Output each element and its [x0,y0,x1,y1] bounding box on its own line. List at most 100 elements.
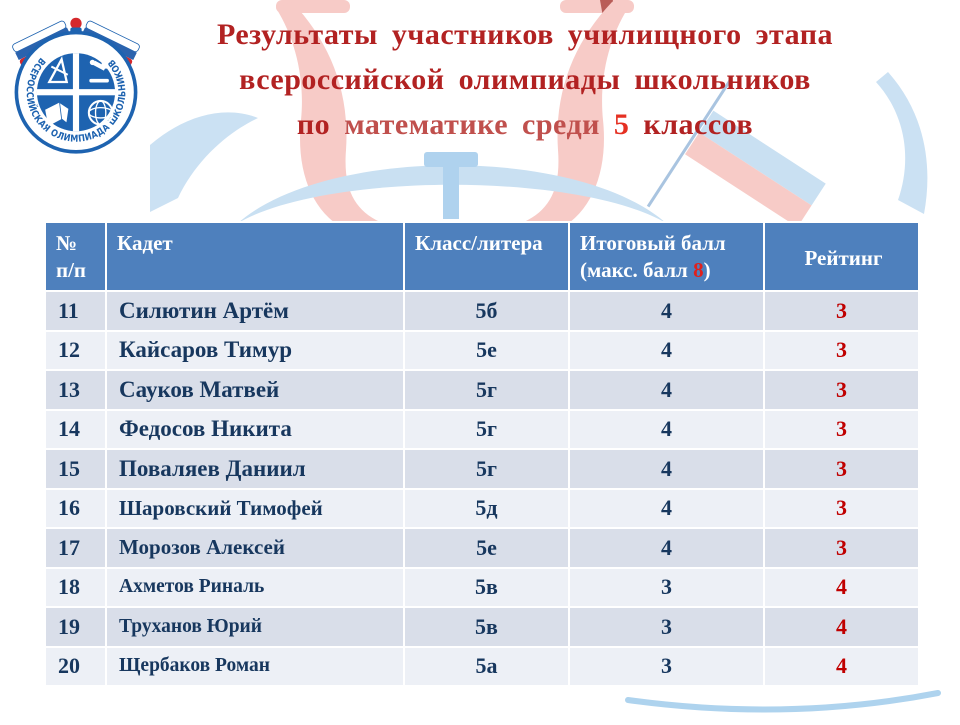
book-icon [45,101,70,127]
cell-class: 5г [403,369,570,411]
watermark-curl-left [150,112,258,212]
cell-class: 5в [403,566,570,608]
cell-name: Щербаков Роман [105,645,405,687]
watermark-curl-right [876,72,928,214]
cell-rating: 3 [763,290,920,332]
header-row: № п/п Кадет Класс/литера Итоговый балл (… [44,221,920,292]
title-line-2: всероссийской олимпиады школьников [239,63,811,96]
watermark-t-shape [424,152,478,219]
table-row: 18 Ахметов Риналь 5в 3 4 [44,566,920,608]
cell-num: 11 [44,290,107,332]
cell-rating: 3 [763,369,920,411]
table-row: 17 Морозов Алексей 5е 4 3 [44,527,920,569]
cell-score: 4 [568,369,765,411]
title-line3-prefix: по [296,108,345,141]
microscope-icon [89,53,109,83]
slide-title: Результаты участников училищного этапа в… [130,12,920,147]
watermark-flag [646,79,840,228]
cell-score: 3 [568,606,765,648]
cell-rating: 3 [763,448,920,490]
cell-rating: 4 [763,645,920,687]
results-table: № п/п Кадет Класс/литера Итоговый балл (… [44,221,920,687]
header-cell-class: Класс/литера [403,221,570,292]
header-cell-rating: Рейтинг [763,221,920,292]
subject-highlight: математике среди [344,108,614,141]
cell-class: 5б [403,290,570,332]
title-line-1: Результаты участников училищного этапа [216,18,834,51]
cell-name: Сауков Матвей [105,369,405,411]
cell-score: 4 [568,290,765,332]
watermark-bell [238,165,666,223]
watermark-ribbon-left [276,2,380,229]
header-score-line1: Итоговый балл [580,231,726,255]
cell-num: 14 [44,408,107,450]
cell-name: Силютин Артём [105,290,405,332]
cell-name: Труханов Юрий [105,606,405,648]
header-score-max-prefix: (макс. балл [580,258,694,282]
max-score-value: 8 [693,258,704,282]
results-table-wrap: № п/п Кадет Класс/литера Итоговый балл (… [44,221,920,687]
cell-score: 4 [568,527,765,569]
table-row: 15 Поваляев Даниил 5г 4 3 [44,448,920,490]
cell-rating: 3 [763,408,920,450]
table-row: 14 Федосов Никита 5г 4 3 [44,408,920,450]
compass-icon [47,56,69,84]
cell-rating: 3 [763,527,920,569]
logo-cross-horizontal [36,89,116,96]
table-row: 12 Кайсаров Тимур 5е 4 3 [44,329,920,371]
cell-class: 5а [403,645,570,687]
table-row: 11 Силютин Артём 5б 4 3 [44,290,920,332]
cell-num: 16 [44,487,107,529]
header-cell-cadet: Кадет [105,221,405,292]
title-line-3: по математике среди 5 классов [130,102,920,147]
cell-score: 3 [568,645,765,687]
cell-name: Федосов Никита [105,408,405,450]
bottom-arc [625,690,941,713]
cell-class: 5д [403,487,570,529]
cell-rating: 4 [763,566,920,608]
cell-class: 5е [403,329,570,371]
cell-name: Морозов Алексей [105,527,405,569]
title-line3-suffix: классов [629,108,754,141]
grade-number: 5 [613,108,630,141]
watermark-ribbon-right [524,2,628,229]
cell-class: 5г [403,408,570,450]
globe-icon [87,99,114,126]
cell-class: 5е [403,527,570,569]
cell-num: 18 [44,566,107,608]
cell-num: 17 [44,527,107,569]
cell-num: 19 [44,606,107,648]
cell-rating: 3 [763,487,920,529]
cell-score: 4 [568,408,765,450]
cell-rating: 3 [763,329,920,371]
cell-num: 12 [44,329,107,371]
cell-score: 4 [568,448,765,490]
cell-num: 13 [44,369,107,411]
cell-name: Шаровский Тимофей [105,487,405,529]
cell-score: 4 [568,487,765,529]
cell-rating: 4 [763,606,920,648]
cell-num: 15 [44,448,107,490]
header-num-line1: № [56,231,78,255]
cell-name: Кайсаров Тимур [105,329,405,371]
cell-score: 4 [568,329,765,371]
olympiad-logo: ВСЕРОССИЙСКАЯ ОЛИМПИАДА ШКОЛЬНИКОВ [4,10,148,158]
table-row: 16 Шаровский Тимофей 5д 4 3 [44,487,920,529]
cell-class: 5в [403,606,570,648]
olympiad-logo-graphic: ВСЕРОССИЙСКАЯ ОЛИМПИАДА ШКОЛЬНИКОВ [12,17,140,154]
header-score-line2: (макс. балл 8) [580,257,757,284]
header-cell-num: № п/п [44,221,107,292]
header-num-line2: п/п [56,258,87,282]
cell-score: 3 [568,566,765,608]
cell-num: 20 [44,645,107,687]
cell-class: 5г [403,448,570,490]
table-row: 19 Труханов Юрий 5в 3 4 [44,606,920,648]
cell-name: Поваляев Даниил [105,448,405,490]
table-row: 13 Сауков Матвей 5г 4 3 [44,369,920,411]
header-score-max-suffix: ) [703,258,711,282]
cell-name: Ахметов Риналь [105,566,405,608]
header-cell-score: Итоговый балл (макс. балл 8) [568,221,765,292]
table-row: 20 Щербаков Роман 5а 3 4 [44,645,920,687]
